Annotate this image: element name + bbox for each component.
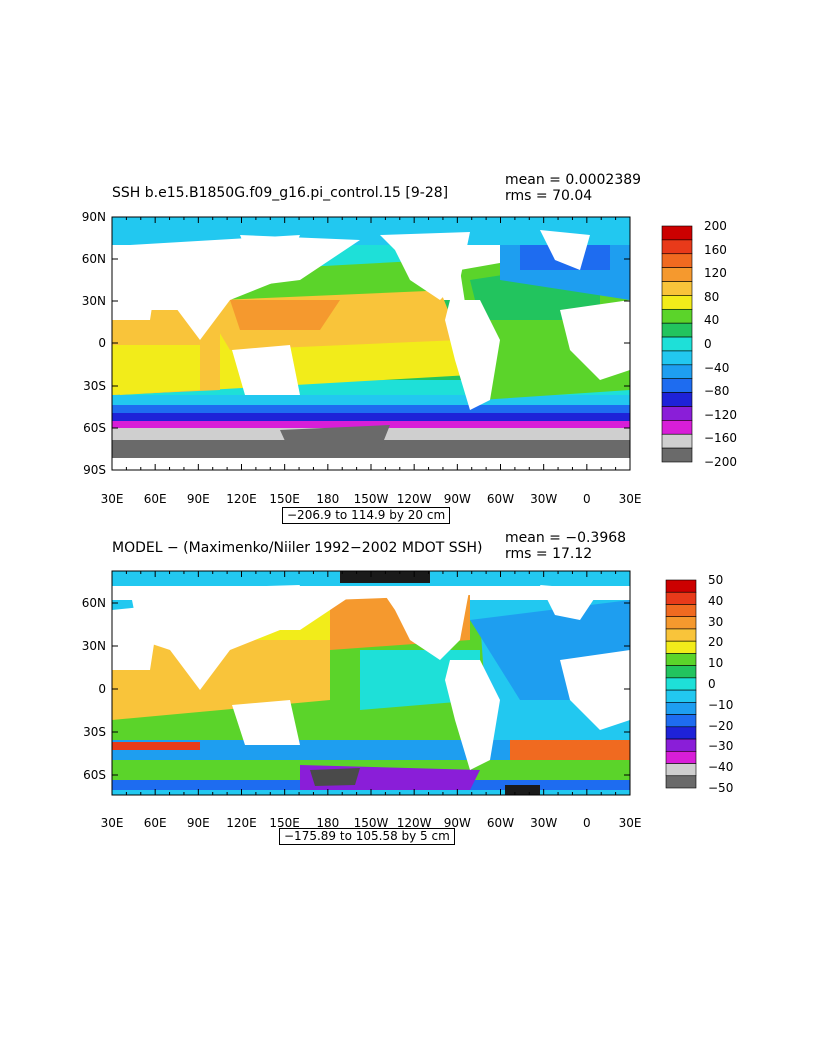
top-lon-label: 150E [269, 492, 300, 506]
bottom-colorbar-label: 10 [708, 656, 724, 671]
bottom-colorbar-swatch [665, 750, 697, 764]
bottom-colorbar-swatch [665, 726, 697, 740]
bottom-lat-label: 60N [81, 596, 106, 610]
bottom-lat-label: 30S [83, 725, 106, 739]
top-lat-label: 30S [83, 379, 106, 393]
bottom-colorbar-swatch [665, 640, 697, 654]
tick-marks [111, 571, 631, 795]
bottom-colorbar-swatch [665, 775, 697, 789]
top-lat-label: 90S [83, 463, 106, 477]
top-colorbar-label: 0 [704, 337, 712, 351]
top-lon-label: 0 [583, 492, 591, 506]
tick-marks [111, 216, 631, 471]
bottom-lat-label: 60S [83, 768, 106, 782]
bottom-lon-label: 150E [269, 816, 300, 830]
top-colorbar-label: −120 [704, 407, 737, 422]
top-lon-label: 90W [443, 492, 471, 506]
top-lon-label: 120E [226, 492, 257, 506]
bottom-colorbar-label: 20 [708, 635, 724, 650]
top-range-box: −206.9 to 114.9 by 20 cm [282, 507, 451, 525]
bottom-colorbar-swatch [665, 591, 697, 605]
bottom-colorbar-label: 50 [708, 573, 724, 587]
top-lon-label: 60W [486, 492, 515, 506]
bottom-lat-label: 0 [98, 682, 106, 696]
bottom-lon-label: 60E [143, 816, 167, 830]
top-lon-label: 180 [316, 492, 340, 506]
bottom-colorbar-swatch [665, 714, 697, 728]
top-colorbar-label: −80 [704, 384, 730, 399]
bottom-lat-label: 30N [81, 639, 106, 653]
bottom-colorbar-label: −50 [708, 781, 734, 795]
top-colorbar-swatch [661, 447, 693, 463]
top-lon-label: 30E [100, 492, 124, 506]
bottom-map-title: MODEL − (Maximenko/Niiler 1992−2002 MDOT… [112, 540, 483, 556]
bottom-lon-label: 60W [486, 816, 515, 830]
bottom-colorbar-label: −40 [708, 760, 734, 775]
bottom-lon-label: 90W [443, 816, 471, 830]
bottom-map-mean: mean = −0.3968 [505, 530, 627, 546]
top-map-field [112, 217, 630, 470]
bottom-lon-label: 120W [396, 816, 432, 830]
top-lon-label: 150W [353, 492, 389, 506]
top-colorbar-label: 80 [704, 289, 720, 304]
top-lat-label: 90N [81, 210, 106, 224]
bottom-colorbar-label: −10 [708, 697, 734, 712]
bottom-colorbar-label: 30 [708, 614, 724, 629]
top-lon-label: 120W [396, 492, 432, 506]
bottom-colorbar-swatch [665, 702, 697, 715]
bottom-range-box: −175.89 to 105.58 by 5 cm [279, 828, 455, 846]
top-colorbar-label: 40 [704, 313, 720, 328]
top-lon-label: 90E [186, 492, 210, 506]
bottom-colorbar-label: −20 [708, 718, 734, 733]
bottom-lon-label: 30E [100, 816, 124, 830]
top-colorbar-label: −200 [704, 455, 737, 469]
bottom-colorbar-swatch [665, 738, 697, 752]
top-map-mean: mean = 0.0002389 [505, 172, 642, 188]
top-map-panel: SSH b.e15.B1850G.f09_g16.pi_control.15 [… [81, 172, 737, 525]
bottom-lon-label: 120E [226, 816, 257, 830]
bottom-colorbar-swatch [665, 665, 697, 679]
top-colorbar-label: 160 [704, 242, 727, 257]
bottom-colorbar-swatch [665, 579, 697, 593]
bottom-colorbar-swatch [665, 763, 697, 777]
bottom-colorbar-label: −30 [708, 739, 734, 754]
bottom-colorbar-swatch [665, 689, 697, 703]
bottom-lon-label: 30E [618, 816, 642, 830]
top-lat-label: 60N [81, 252, 106, 266]
bottom-colorbar-label: 40 [708, 593, 724, 608]
bottom-colorbar-swatch [665, 677, 697, 691]
top-lat-label: 0 [98, 336, 106, 350]
bottom-map-rms: rms = 17.12 [505, 546, 593, 562]
bottom-colorbar-swatch [665, 616, 697, 630]
top-lat-label: 60S [83, 421, 106, 435]
bottom-lon-label: 30W [530, 816, 558, 830]
top-map-plot [111, 216, 631, 471]
top-lon-label: 30E [618, 492, 642, 506]
bottom-colorbar-swatch [665, 653, 697, 666]
top-map-title: SSH b.e15.B1850G.f09_g16.pi_control.15 [… [112, 185, 449, 201]
bottom-map-field [112, 571, 630, 795]
top-colorbar [661, 225, 693, 463]
top-colorbar-label: 200 [704, 219, 727, 233]
top-map-rms: rms = 70.04 [505, 188, 593, 204]
bottom-lon-label: 90E [186, 816, 210, 830]
bottom-colorbar-label: 0 [708, 677, 716, 691]
top-lon-label: 30W [530, 492, 558, 506]
bottom-lon-label: 180 [316, 816, 340, 830]
top-lat-label: 30N [81, 294, 106, 308]
bottom-lon-label: 0 [583, 816, 591, 830]
top-lon-label: 60E [143, 492, 167, 506]
top-colorbar-label: −40 [704, 360, 730, 375]
top-colorbar-label: 120 [704, 266, 727, 281]
top-colorbar-label: −160 [704, 431, 737, 446]
bottom-lon-label: 150W [353, 816, 389, 830]
bottom-colorbar-swatch [665, 628, 697, 642]
bottom-colorbar-swatch [665, 604, 697, 618]
